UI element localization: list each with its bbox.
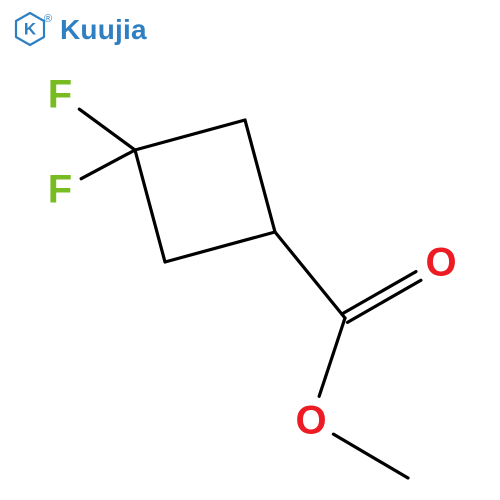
bond-C5-O1-a [347, 280, 420, 322]
bond-C2-C3 [245, 120, 275, 232]
atoms-layer: F F O O [38, 73, 465, 445]
bond-C4-C1 [135, 150, 165, 262]
bond-C1-F2 [81, 150, 135, 179]
atom-label-F1: F [48, 73, 72, 117]
atom-label-F2: F [48, 168, 72, 212]
bond-C1-C2 [135, 120, 245, 150]
bond-O2-C6 [333, 434, 408, 478]
bond-C1-F1 [79, 109, 135, 150]
molecule-diagram: F F O O [0, 0, 500, 500]
bond-C5-O2 [319, 318, 345, 396]
bond-C3-C5 [275, 232, 345, 318]
bonds-layer [79, 109, 421, 478]
atom-label-O2: O [295, 399, 326, 443]
atom-label-O1: O [425, 241, 456, 285]
canvas: K® Kuujia FFOO [0, 0, 500, 500]
bond-C5-O1-b [343, 272, 416, 314]
bond-C3-C4 [165, 232, 275, 262]
